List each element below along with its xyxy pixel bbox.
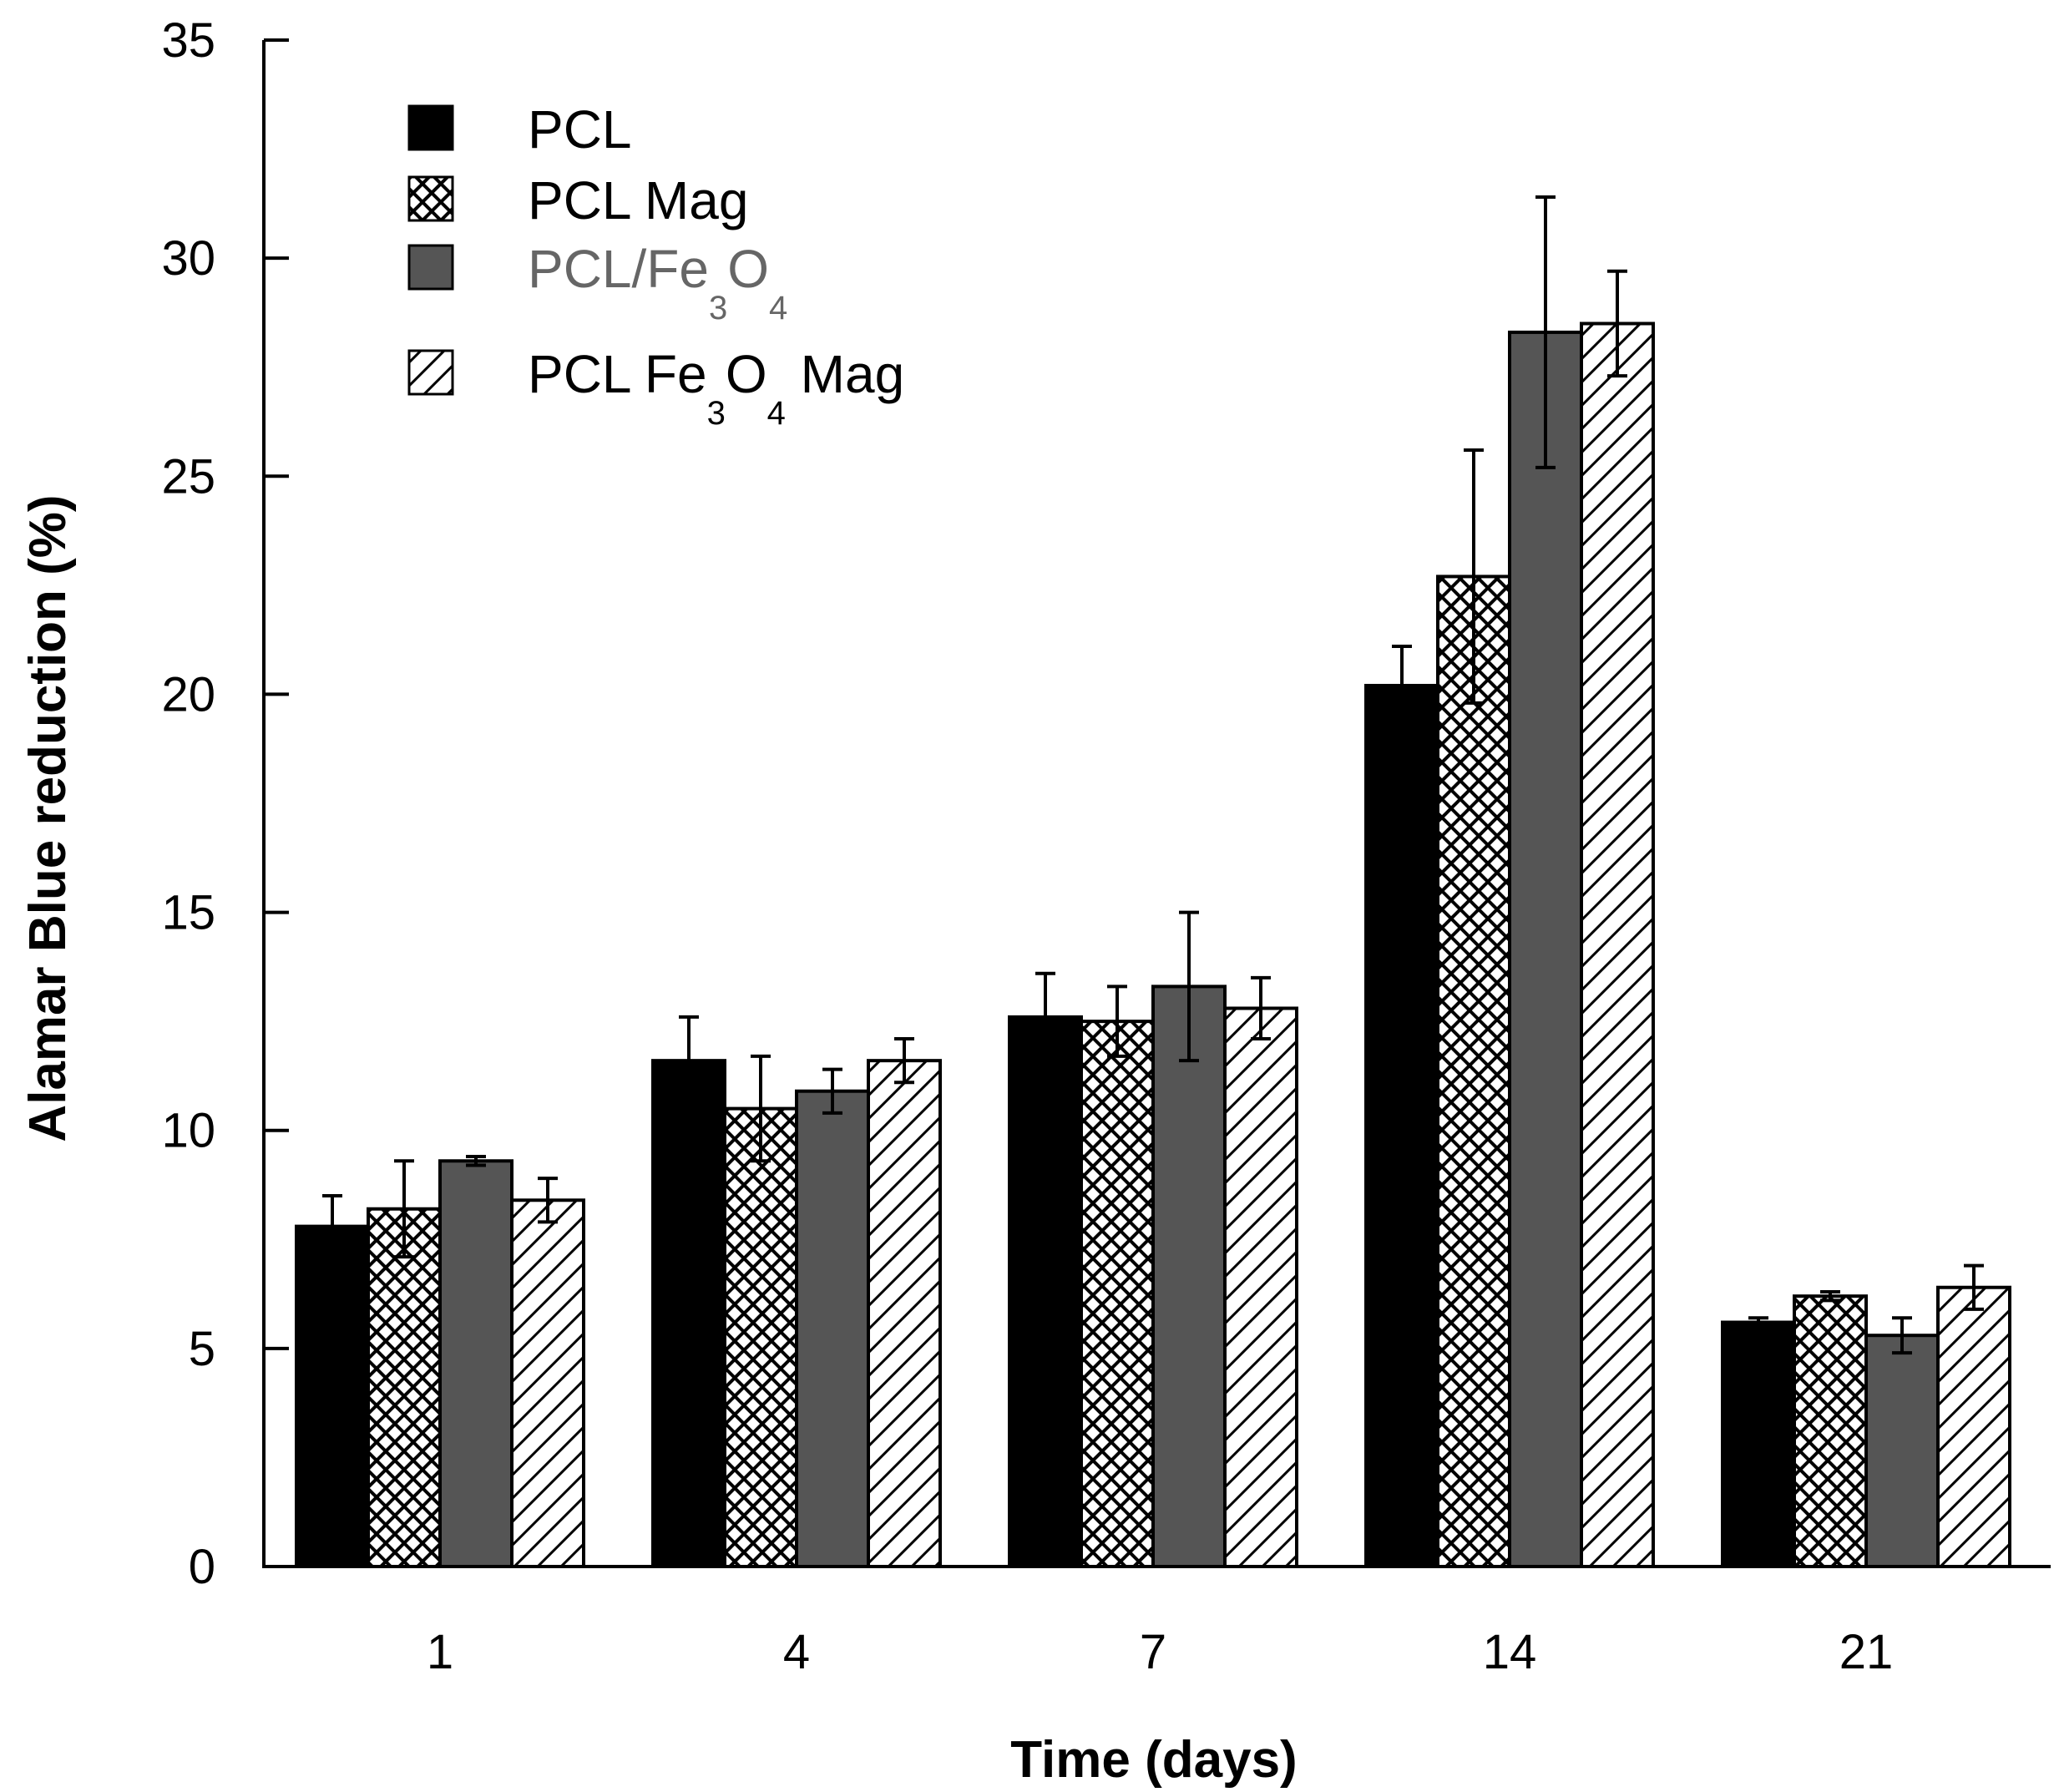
bar-pcl-mag-day-14 <box>1436 575 1511 1569</box>
y-tick-label: 15 <box>161 886 215 940</box>
bar-pcl-fe3o4-mag-day-1 <box>510 1198 585 1569</box>
bar-pcl-day-14 <box>1364 683 1439 1568</box>
y-tick-label: 5 <box>189 1322 215 1376</box>
bars <box>295 321 2011 1569</box>
bar-pcl-day-4 <box>651 1059 726 1568</box>
y-tick-label: 25 <box>161 449 215 504</box>
x-tick-label: 4 <box>783 1625 810 1679</box>
bar-pcl-fe3o4-mag-day-14 <box>1580 321 1655 1568</box>
x-ticks: 1 4 7 14 21 <box>427 1625 1893 1679</box>
y-tick-label: 0 <box>189 1540 215 1594</box>
x-tick-label: 14 <box>1483 1625 1537 1679</box>
x-tick-label: 21 <box>1839 1625 1894 1679</box>
bar-pcl-mag-day-1 <box>367 1207 442 1568</box>
y-tick-label: 10 <box>161 1104 215 1158</box>
bar-pcl-mag-day-4 <box>723 1106 798 1568</box>
bar-pcl-mag-day-21 <box>1793 1294 1868 1568</box>
legend-label: PCL Mag <box>528 170 748 230</box>
bar-pcl-fe3o4-mag-day-4 <box>867 1059 942 1568</box>
x-tick-label: 1 <box>427 1625 453 1679</box>
bar-pcl-fe3o4-day-21 <box>1864 1334 1940 1569</box>
legend-swatch <box>407 104 454 151</box>
bar-pcl-fe3o4-day-4 <box>795 1089 870 1569</box>
bar-pcl-mag-day-7 <box>1080 1020 1155 1568</box>
y-tick-label: 30 <box>161 231 215 286</box>
bar-pcl-fe3o4-day-1 <box>438 1159 513 1568</box>
x-axis-title: Time (days) <box>1010 1731 1297 1789</box>
legend: PCL PCL Mag PCL/Fe3O4 PCL Fe3O4 Mag <box>407 99 904 432</box>
legend-swatch <box>407 349 454 396</box>
y-tick-label: 35 <box>161 13 215 68</box>
x-tick-label: 7 <box>1140 1625 1166 1679</box>
y-axis-title: Alamar Blue reduction (%) <box>19 494 77 1142</box>
legend-swatch <box>407 244 454 291</box>
legend-label: PCL Fe3O4 Mag <box>528 344 904 432</box>
bar-pcl-fe3o4-day-14 <box>1508 330 1583 1569</box>
bar-pcl-day-21 <box>1721 1320 1796 1569</box>
y-ticks: 0 5 10 15 20 25 30 35 <box>161 13 289 1594</box>
legend-swatch <box>407 175 454 222</box>
legend-label: PCL/Fe3O4 <box>528 239 787 327</box>
bar-pcl-day-1 <box>295 1224 370 1569</box>
error-bars <box>322 195 1984 1355</box>
bar-pcl-day-7 <box>1008 1015 1083 1569</box>
bar-pcl-fe3o4-day-7 <box>1151 985 1227 1568</box>
y-tick-label: 20 <box>161 667 215 721</box>
legend-label: PCL <box>528 99 632 159</box>
bar-pcl-fe3o4-mag-day-7 <box>1223 1006 1298 1568</box>
bar-pcl-fe3o4-mag-day-21 <box>1936 1285 2011 1569</box>
